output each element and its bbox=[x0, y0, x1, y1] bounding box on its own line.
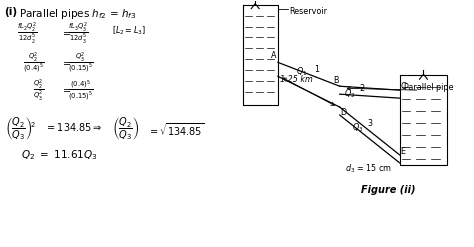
Text: $Q_2$: $Q_2$ bbox=[344, 87, 355, 100]
Text: $[L_2=L_3]$: $[L_2=L_3]$ bbox=[112, 24, 146, 37]
Text: $\frac{fL_2Q_2^2}{12d_2^5}$: $\frac{fL_2Q_2^2}{12d_2^5}$ bbox=[17, 21, 37, 46]
Text: (i): (i) bbox=[4, 7, 17, 17]
Text: $\left(\dfrac{Q_2}{Q_3}\right)$: $\left(\dfrac{Q_2}{Q_3}\right)$ bbox=[112, 115, 139, 142]
Text: $Q_1$: $Q_1$ bbox=[296, 65, 307, 78]
Text: 3: 3 bbox=[367, 119, 372, 128]
Text: B: B bbox=[333, 76, 339, 85]
Text: $=$: $=$ bbox=[61, 57, 72, 67]
Text: $= 134.85 \Rightarrow$: $= 134.85 \Rightarrow$ bbox=[45, 121, 102, 133]
Text: 1.25 km: 1.25 km bbox=[281, 75, 313, 84]
Text: $\frac{Q_3^2}{(0.15)^5}$: $\frac{Q_3^2}{(0.15)^5}$ bbox=[69, 50, 94, 75]
Text: A: A bbox=[272, 51, 277, 60]
Text: Figure (ii): Figure (ii) bbox=[361, 185, 416, 195]
Text: $d_3$ = 15 cm: $d_3$ = 15 cm bbox=[345, 163, 392, 175]
Text: E: E bbox=[401, 147, 406, 156]
Text: Parallel pipes $h_{f2}$ = $h_{f3}$: Parallel pipes $h_{f2}$ = $h_{f3}$ bbox=[18, 7, 136, 21]
Text: $\frac{Q_2^2}{Q_3^2}$: $\frac{Q_2^2}{Q_3^2}$ bbox=[33, 78, 44, 103]
Text: D: D bbox=[341, 108, 347, 117]
Text: 1: 1 bbox=[314, 65, 319, 74]
Text: Reservoir: Reservoir bbox=[289, 7, 327, 16]
Text: 2: 2 bbox=[360, 84, 365, 93]
Text: $Q_2 \ = \ 11.61Q_3$: $Q_2 \ = \ 11.61Q_3$ bbox=[21, 148, 97, 162]
Text: C: C bbox=[401, 82, 406, 91]
Text: $\frac{(0.4)^5}{(0.15)^5}$: $\frac{(0.4)^5}{(0.15)^5}$ bbox=[69, 78, 94, 102]
Text: $=$: $=$ bbox=[61, 84, 72, 94]
Text: $\frac{Q_2^2}{(0.4)^5}$: $\frac{Q_2^2}{(0.4)^5}$ bbox=[23, 50, 44, 75]
Text: $=$: $=$ bbox=[61, 28, 72, 38]
Text: $\left(\dfrac{Q_2}{Q_3}\right)^{\!2}$: $\left(\dfrac{Q_2}{Q_3}\right)^{\!2}$ bbox=[5, 115, 36, 142]
Text: $\frac{fL_3Q_3^2}{12d_3^5}$: $\frac{fL_3Q_3^2}{12d_3^5}$ bbox=[69, 21, 89, 46]
Text: Parallel pipe: Parallel pipe bbox=[403, 83, 453, 92]
Text: $= \sqrt{134.85}$: $= \sqrt{134.85}$ bbox=[148, 121, 204, 138]
Text: $Q_3$: $Q_3$ bbox=[352, 121, 363, 134]
